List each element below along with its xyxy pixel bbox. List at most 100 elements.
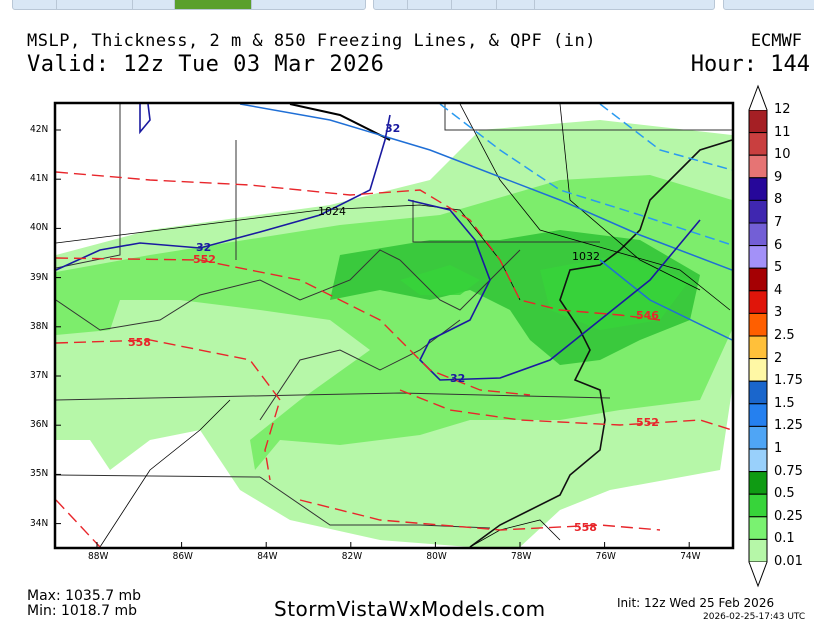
isobar-label: 1032 — [572, 250, 600, 263]
colorbar-label: 1 — [774, 441, 783, 456]
qpf-colorbar — [748, 84, 768, 588]
850-freezing-line — [239, 104, 732, 271]
freezing-label: 32 — [385, 122, 401, 135]
longitude-label: 76W — [595, 551, 616, 562]
colorbar-label: 4 — [774, 282, 783, 298]
colorbar-label: 1.75 — [774, 373, 803, 389]
colorbar-swatch — [748, 154, 768, 179]
colorbar-swatch — [748, 538, 768, 563]
longitude-label: 80W — [426, 551, 447, 562]
valid-time: Valid: 12z Tue 03 Mar 2026 — [27, 52, 385, 77]
nav-group-1 — [12, 0, 366, 10]
freezing-label: 32 — [450, 372, 466, 385]
longitude-label: 88W — [88, 551, 109, 562]
colorbar-swatch — [748, 290, 768, 314]
latitude-label: 35N — [30, 468, 49, 480]
nav-button[interactable] — [57, 0, 133, 9]
map-frame — [53, 101, 735, 550]
colorbar-label: 2 — [774, 350, 783, 366]
colorbar-label: 1.5 — [774, 395, 795, 411]
latitude-label: 38N — [30, 320, 49, 332]
nav-button[interactable] — [497, 0, 535, 9]
2m-freezing-line — [139, 104, 151, 135]
colorbar-swatch — [748, 222, 768, 247]
colorbar-swatch — [748, 516, 768, 540]
colorbar-label: 2.5 — [774, 328, 795, 343]
longitude-label: 78W — [511, 551, 532, 562]
colorbar-swatch — [748, 471, 768, 495]
colorbar-label: 1.25 — [774, 418, 803, 434]
850-freezing-line-dashed — [599, 104, 732, 171]
longitude-label: 86W — [172, 551, 193, 562]
init-time: Init: 12z Wed 25 Feb 2026 — [617, 596, 775, 610]
colorbar-swatch — [748, 358, 768, 382]
latitude-label: 40N — [30, 222, 49, 234]
generated-stamp: 2026-02-25-17:43 UTC — [703, 612, 806, 622]
850-freezing-line-dashed — [439, 104, 732, 246]
colorbar-bottom-arrow — [748, 561, 768, 588]
latitude-label: 39N — [30, 271, 49, 283]
nav-button[interactable] — [408, 0, 452, 9]
colorbar-swatch — [748, 425, 768, 450]
isobar-label: 1024 — [318, 205, 346, 218]
latitude-label: 42N — [30, 124, 49, 135]
colorbar-label: 11 — [774, 124, 791, 140]
max-pressure: Max: 1035.7 mb — [27, 588, 142, 604]
colorbar-label: 3 — [774, 305, 783, 321]
colorbar-swatch — [748, 132, 768, 156]
site-watermark: StormVistaWxModels.com — [274, 597, 546, 621]
colorbar-label: 7 — [774, 215, 783, 230]
colorbar-swatch — [748, 245, 768, 269]
model-name: ECMWF — [750, 31, 802, 51]
latitude-label: 34N — [30, 517, 49, 529]
colorbar-swatch — [748, 380, 768, 405]
colorbar-top-arrow — [748, 84, 768, 111]
colorbar-swatch — [748, 267, 768, 292]
thickness-lines — [56, 171, 732, 547]
colorbar-label: 0.01 — [774, 554, 803, 569]
thickness-label: 558 — [574, 521, 597, 534]
2m-freezing-line — [56, 114, 391, 271]
850-line — [599, 259, 732, 341]
isobar-thick — [289, 104, 391, 141]
latitude-label: 36N — [30, 419, 49, 431]
state-borders — [56, 104, 732, 529]
latitude-label: 41N — [30, 173, 49, 185]
colorbar-label: 0.75 — [774, 463, 803, 479]
colorbar-label: 8 — [774, 192, 783, 208]
colorbar-label: 9 — [774, 169, 783, 185]
nav-group-2 — [373, 0, 715, 10]
thickness-label: 552 — [193, 253, 216, 266]
colorbar-label: 12 — [774, 102, 791, 117]
colorbar-label: 5 — [774, 260, 783, 276]
colorbar-swatch — [748, 177, 768, 201]
nav-button-active[interactable] — [175, 0, 252, 9]
colorbar-swatch — [748, 335, 768, 360]
thickness-label: 546 — [636, 309, 659, 322]
colorbar-swatch — [748, 312, 768, 337]
thickness-label: 552 — [636, 416, 659, 429]
2m-freezing-line — [407, 199, 701, 381]
nav-button[interactable] — [13, 0, 57, 9]
colorbar-label: 10 — [774, 147, 791, 163]
forecast-hour: Hour: 144 — [690, 52, 810, 77]
colorbar-swatch — [748, 493, 768, 518]
nav-button[interactable] — [452, 0, 497, 9]
colorbar-swatch — [748, 403, 768, 427]
nav-button[interactable] — [133, 0, 175, 9]
nav-button[interactable] — [374, 0, 408, 9]
min-pressure: Min: 1018.7 mb — [27, 603, 137, 619]
nav-group-3 — [723, 0, 814, 10]
freezing-label: 32 — [196, 241, 212, 254]
thickness-label: 558 — [128, 336, 151, 349]
colorbar-label: 0.5 — [774, 486, 795, 502]
longitude-label: 84W — [257, 551, 278, 562]
coastline — [469, 139, 732, 547]
colorbar-label: 0.25 — [774, 508, 803, 524]
colorbar-label: 0.1 — [774, 531, 795, 547]
longitude-label: 74W — [680, 551, 701, 562]
colorbar-label: 6 — [774, 237, 783, 253]
latitude-label: 37N — [30, 370, 49, 381]
colorbar-swatch — [748, 199, 768, 224]
